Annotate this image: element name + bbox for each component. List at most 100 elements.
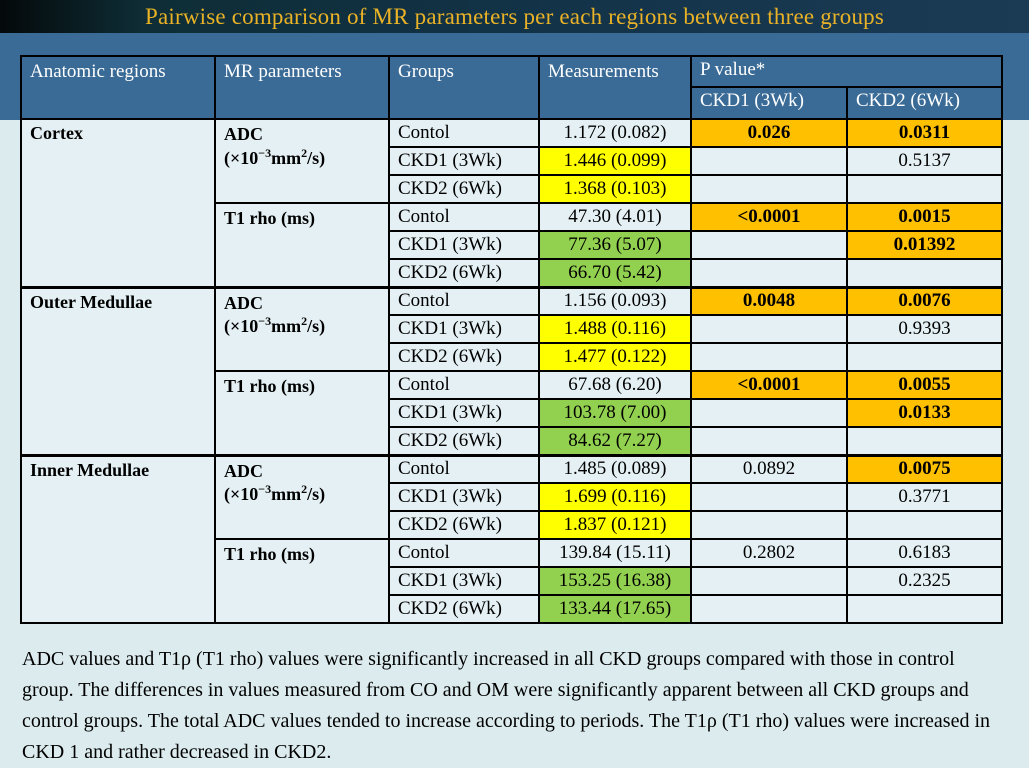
header-measurements: Measurements [538, 55, 692, 120]
table-row: CKD1 (3Wk) 103.78 (7.00) 0.0133 [21, 398, 1004, 428]
table-row: CKD2 (6Wk) 1.368 (0.103) [21, 174, 1004, 204]
title-bar: Pairwise comparison of MR parameters per… [0, 0, 1029, 33]
param-name: ADC [224, 460, 263, 481]
table-row: Cortex ADC (×10−3mm2/s) Contol 1.172 (0.… [20, 118, 1004, 288]
p-ckd2-cell: 0.0133 [845, 398, 1004, 428]
group-cell: CKD2 (6Wk) [388, 510, 540, 540]
param-unit: (×10−3mm2/s) [224, 145, 326, 168]
p-ckd2-cell [845, 594, 1004, 624]
measurement-cell: 77.36 (5.07) [538, 230, 692, 260]
measurement-cell: 67.68 (6.20) [538, 370, 692, 400]
param-unit: (×10−3mm2/s) [224, 482, 326, 504]
p-ckd2-cell [845, 342, 1004, 372]
param-cell-adc: ADC (×10−3mm2/s) [214, 285, 390, 372]
p-ckd2-cell [845, 174, 1004, 204]
group-cell: CKD2 (6Wk) [388, 342, 540, 372]
measurement-cell: 1.699 (0.116) [538, 482, 692, 512]
p-ckd1-cell [690, 398, 848, 428]
measurement-cell: 1.172 (0.082) [538, 118, 692, 148]
p-ckd2-cell: 0.2325 [845, 566, 1004, 596]
header-mr-parameters: MR parameters [214, 55, 390, 120]
p-ckd2-cell [845, 258, 1004, 288]
param-cell-adc: ADC (×10−3mm2/s) [214, 453, 390, 540]
group-cell: CKD2 (6Wk) [388, 174, 540, 204]
measurement-cell: 1.837 (0.121) [538, 510, 692, 540]
group-cell: CKD1 (3Wk) [388, 482, 540, 512]
group-cell: Contol [388, 118, 540, 148]
table-row: CKD1 (3Wk) 153.25 (16.38) 0.2325 [21, 566, 1004, 596]
measurement-cell: 1.488 (0.116) [538, 314, 692, 344]
p-ckd2-cell: 0.0075 [845, 453, 1004, 484]
p-ckd1-cell: 0.026 [690, 118, 848, 148]
group-cell: Contol [388, 538, 540, 568]
p-ckd1-cell: 0.0048 [690, 285, 848, 316]
group-cell: CKD1 (3Wk) [388, 566, 540, 596]
param-cell-adc: ADC (×10−3mm2/s) [214, 118, 390, 204]
p-ckd2-cell: 0.0311 [845, 118, 1004, 148]
p-ckd2-cell: 0.9393 [845, 314, 1004, 344]
table-row: T1 rho (ms) Contol 67.68 (6.20) <0.0001 … [21, 370, 1004, 456]
measurement-cell: 103.78 (7.00) [538, 398, 692, 428]
table-row: Outer Medullae ADC (×10−3mm2/s) Contol 1… [20, 285, 1004, 456]
table-row: CKD2 (6Wk) 1.837 (0.121) [21, 510, 1004, 540]
p-ckd2-cell: 0.5137 [845, 146, 1004, 176]
group-cell: CKD1 (3Wk) [388, 314, 540, 344]
measurement-cell: 133.44 (17.65) [538, 594, 692, 624]
p-ckd1-cell: <0.0001 [690, 202, 848, 232]
group-cell: CKD1 (3Wk) [388, 230, 540, 260]
p-ckd1-cell [690, 146, 848, 176]
header-groups: Groups [388, 55, 540, 120]
p-ckd1-cell [690, 174, 848, 204]
table-row: CKD1 (3Wk) 1.488 (0.116) 0.9393 [21, 314, 1004, 344]
group-cell: CKD1 (3Wk) [388, 146, 540, 176]
measurement-cell: 1.156 (0.093) [538, 285, 692, 316]
p-ckd2-cell: 0.0076 [845, 285, 1004, 316]
p-ckd1-cell: <0.0001 [690, 370, 848, 400]
region-cell-outer-medullae: Outer Medullae [20, 285, 216, 456]
measurement-cell: 139.84 (15.11) [538, 538, 692, 568]
table-row: T1 rho (ms) Contol 47.30 (4.01) <0.0001 … [21, 202, 1004, 288]
footnote-text: ADC values and T1ρ (T1 rho) values were … [22, 648, 991, 763]
measurement-cell: 1.477 (0.122) [538, 342, 692, 372]
header-p-value: P value* [689, 55, 1004, 88]
p-ckd1-cell [690, 426, 848, 456]
table-row: CKD1 (3Wk) 1.699 (0.116) 0.3771 [21, 482, 1004, 512]
group-cell: Contol [388, 202, 540, 232]
group-cell: CKD2 (6Wk) [388, 426, 540, 456]
param-cell-t1rho: T1 rho (ms) [214, 202, 390, 288]
p-ckd1-cell [690, 258, 848, 288]
table-row: Inner Medullae ADC (×10−3mm2/s) Contol 1… [20, 453, 1004, 624]
param-name: ADC [224, 124, 263, 144]
table-row: CKD1 (3Wk) 77.36 (5.07) 0.01392 [21, 230, 1004, 260]
p-ckd2-cell: 0.01392 [845, 230, 1004, 260]
measurement-cell: 1.368 (0.103) [538, 174, 692, 204]
group-cell: CKD2 (6Wk) [388, 258, 540, 288]
measurement-cell: 84.62 (7.27) [538, 426, 692, 456]
p-ckd1-cell: 0.0892 [690, 453, 848, 484]
measurement-cell: 1.485 (0.089) [538, 453, 692, 484]
p-ckd1-cell [690, 314, 848, 344]
group-cell: Contol [388, 370, 540, 400]
p-ckd1-cell [690, 594, 848, 624]
p-ckd1-cell [690, 566, 848, 596]
p-ckd2-cell: 0.3771 [845, 482, 1004, 512]
p-ckd1-cell [690, 230, 848, 260]
group-cell: CKD2 (6Wk) [388, 594, 540, 624]
region-cell-inner-medullae: Inner Medullae [20, 453, 216, 624]
measurement-cell: 153.25 (16.38) [538, 566, 692, 596]
table-row: CKD2 (6Wk) 133.44 (17.65) [21, 594, 1004, 624]
header-p-ckd2: CKD2 (6Wk) [845, 86, 1004, 120]
table-row: CKD2 (6Wk) 84.62 (7.27) [21, 426, 1004, 456]
group-cell: Contol [388, 453, 540, 484]
p-ckd1-cell [690, 342, 848, 372]
region-cell-cortex: Cortex [20, 118, 216, 288]
p-ckd1-cell: 0.2802 [690, 538, 848, 568]
param-cell-t1rho: T1 rho (ms) [214, 370, 390, 456]
mr-parameters-table: Anatomic regions MR parameters Groups Me… [20, 55, 1004, 624]
p-ckd2-cell [845, 510, 1004, 540]
measurement-cell: 1.446 (0.099) [538, 146, 692, 176]
param-cell-t1rho: T1 rho (ms) [214, 538, 390, 624]
p-ckd2-cell: 0.0015 [845, 202, 1004, 232]
table-row: CKD2 (6Wk) 66.70 (5.42) [21, 258, 1004, 288]
